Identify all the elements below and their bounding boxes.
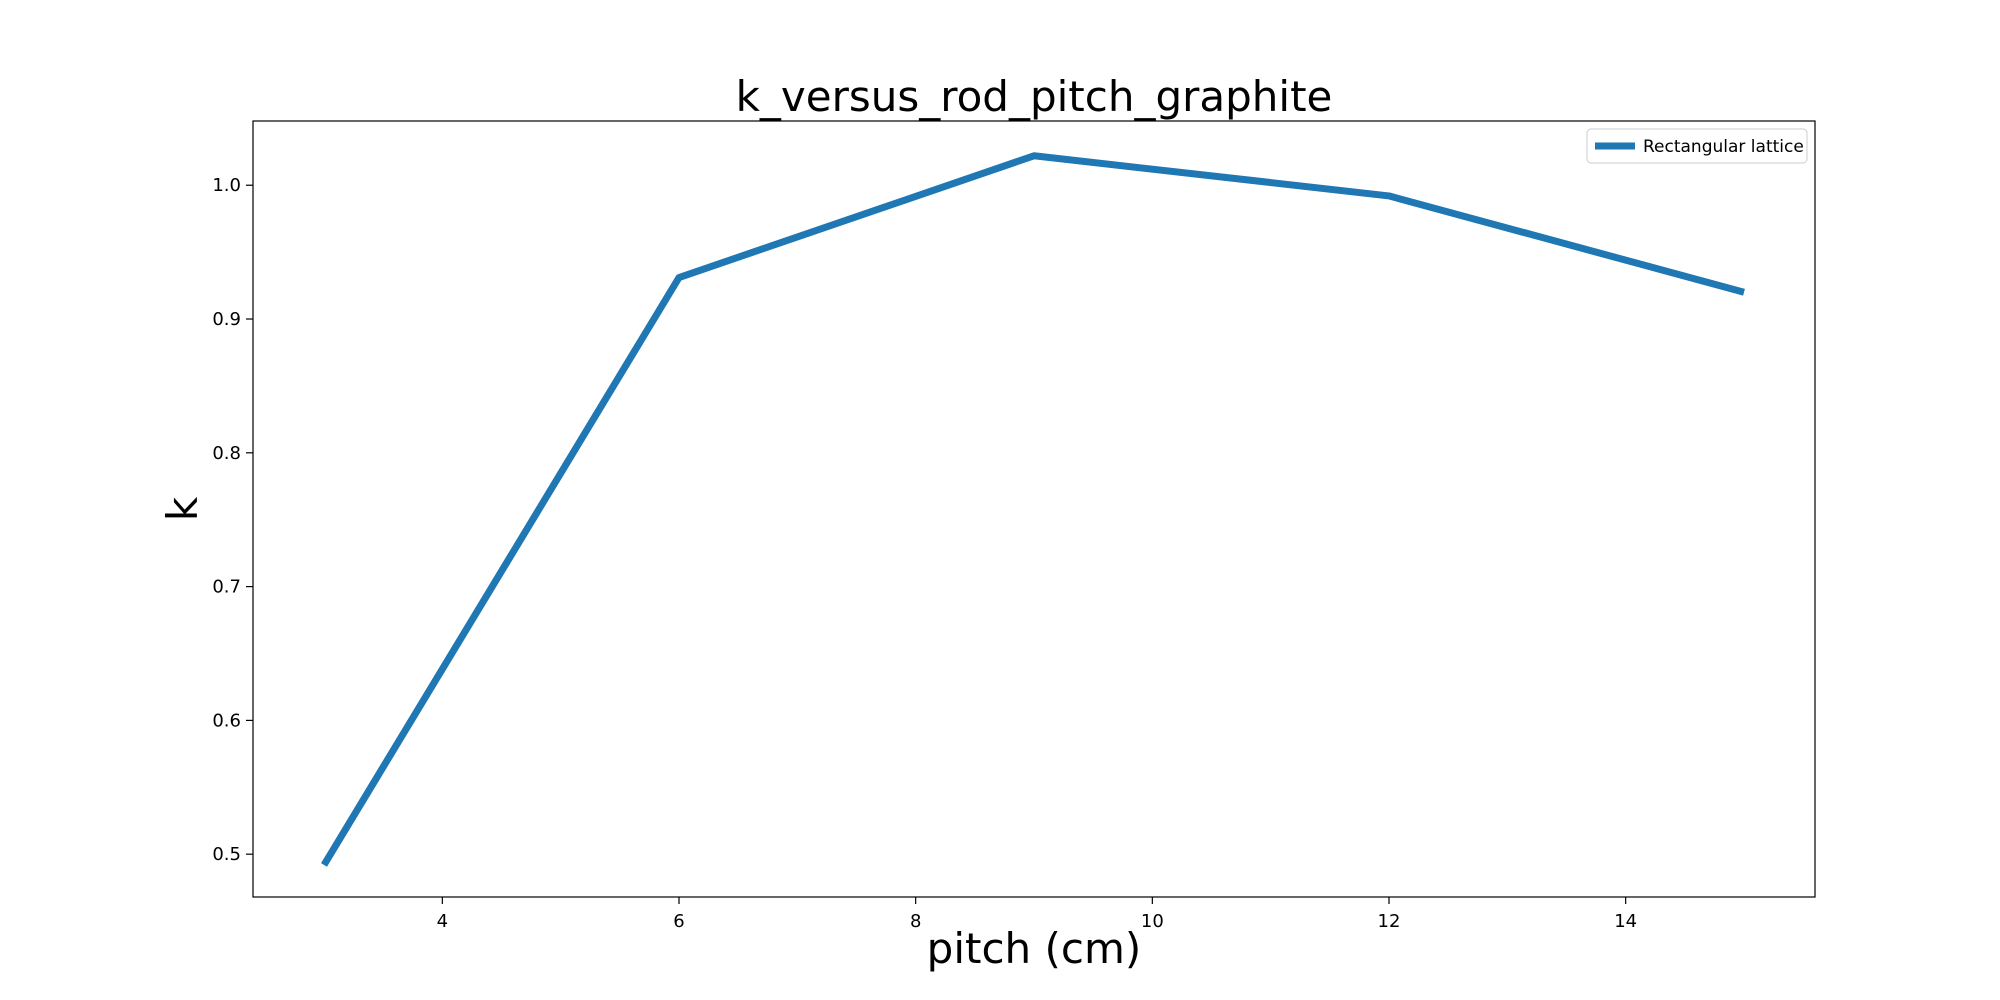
y-tick-label: 0.6 xyxy=(212,710,241,731)
y-tick-label: 0.9 xyxy=(212,309,241,330)
x-tick-label: 8 xyxy=(910,911,921,932)
legend: Rectangular lattice xyxy=(1586,128,1808,164)
x-tick-label: 12 xyxy=(1378,911,1401,932)
legend-label: Rectangular lattice xyxy=(1643,137,1804,157)
x-tick-label: 10 xyxy=(1141,911,1164,932)
x-tick-label: 6 xyxy=(673,911,684,932)
x-tick-label: 4 xyxy=(437,911,448,932)
x-tick-label: 14 xyxy=(1614,911,1637,932)
legend-box xyxy=(1586,128,1808,164)
x-axis-ticks: 4 6 8 10 12 14 xyxy=(437,897,1637,932)
x-axis-label: pitch (cm) xyxy=(927,924,1142,973)
y-tick-label: 0.8 xyxy=(212,443,241,464)
y-axis-ticks: 0.5 0.6 0.7 0.8 0.9 1.0 xyxy=(212,175,253,865)
y-tick-label: 1.0 xyxy=(212,175,241,196)
plot-area xyxy=(252,120,1816,898)
y-axis-label: k xyxy=(158,496,207,521)
y-tick-label: 0.7 xyxy=(212,577,241,598)
series-layer xyxy=(321,152,1745,867)
series-line xyxy=(321,152,1745,867)
chart-title: k_versus_rod_pitch_graphite xyxy=(736,72,1333,121)
y-tick-label: 0.5 xyxy=(212,844,241,865)
